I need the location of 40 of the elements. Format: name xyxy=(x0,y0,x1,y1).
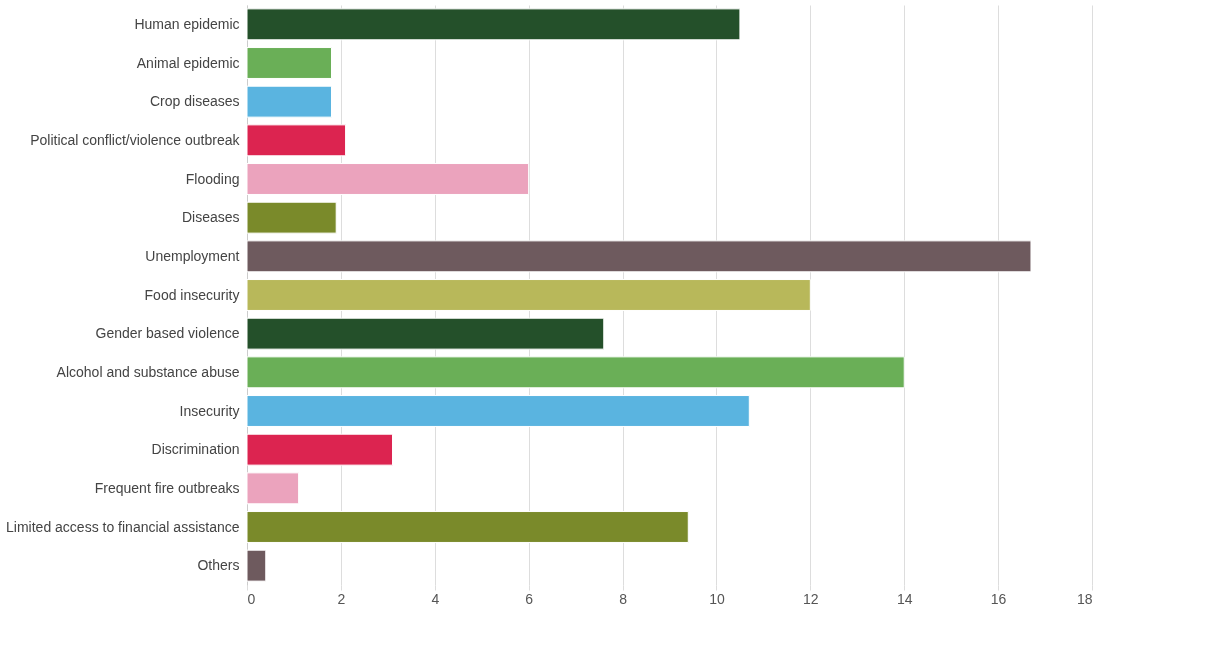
x-tick-label: 18 xyxy=(1076,590,1093,607)
x-tick-label: 2 xyxy=(337,590,346,607)
y-tick-label: Food insecurity xyxy=(144,286,240,303)
bar xyxy=(246,472,300,505)
y-tick-label: Flooding xyxy=(185,170,240,187)
y-tick-label: Diseases xyxy=(181,209,240,226)
bar xyxy=(246,317,605,350)
x-tick-label: 4 xyxy=(431,590,440,607)
x-tick-label: 8 xyxy=(619,590,628,607)
x-tick-label: 16 xyxy=(990,590,1007,607)
y-tick-label: Unemployment xyxy=(145,247,240,264)
bar xyxy=(246,240,1032,273)
x-tick-label: 6 xyxy=(525,590,534,607)
y-tick-label: Alcohol and substance abuse xyxy=(56,363,240,380)
x-tick-label: 10 xyxy=(709,590,725,607)
bar xyxy=(246,356,905,389)
y-tick-label: Limited access to financial assistance xyxy=(6,518,240,535)
bar xyxy=(246,47,332,79)
y-tick-label: Frequent fire outbreaks xyxy=(94,479,240,496)
bar xyxy=(246,279,811,311)
bar xyxy=(246,549,267,582)
bar xyxy=(246,124,347,157)
bar xyxy=(246,8,741,41)
x-tick-label: 14 xyxy=(896,590,913,607)
y-tick-label: Political conflict/violence outbreak xyxy=(30,131,241,148)
x-tick-label: 0 xyxy=(247,590,256,607)
y-tick-label: Insecurity xyxy=(179,402,240,419)
bar xyxy=(246,163,530,195)
y-tick-label: Human epidemic xyxy=(134,15,240,32)
y-tick-label: Gender based violence xyxy=(95,325,240,342)
bar xyxy=(246,511,689,543)
y-tick-label: Animal epidemic xyxy=(136,54,240,71)
x-tick-label: 12 xyxy=(803,590,819,607)
bar xyxy=(246,433,394,466)
y-tick-label: Crop diseases xyxy=(150,93,240,110)
bar xyxy=(246,85,332,118)
bar xyxy=(246,395,750,427)
y-tick-label: Others xyxy=(197,557,240,574)
y-tick-label: Discrimination xyxy=(151,441,240,458)
bar xyxy=(246,201,337,234)
